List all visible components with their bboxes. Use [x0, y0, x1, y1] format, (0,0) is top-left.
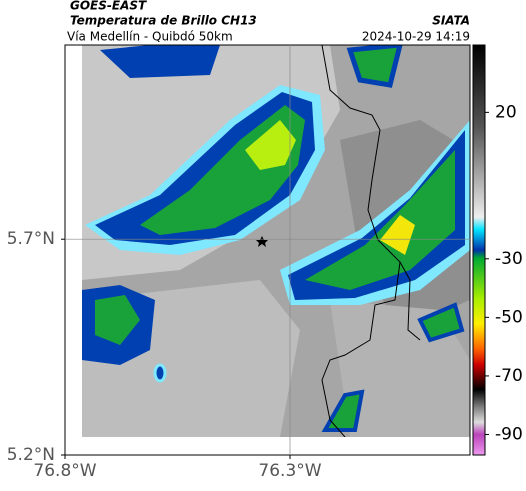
city-marker	[256, 236, 268, 247]
source: SIATA	[432, 14, 470, 28]
lat-tick-label: 5.2°N	[7, 445, 55, 465]
colorbar-tick-label: -90	[495, 425, 523, 445]
subtitle: Temperatura de Brillo CH13	[70, 14, 257, 28]
lat-tick-label: 5.7°N	[7, 229, 55, 249]
title: GOES-EAST	[70, 0, 147, 13]
colorbar-tick-label: -50	[495, 307, 523, 327]
lon-tick-label: 76.8°W	[33, 461, 96, 481]
colorbar	[472, 44, 486, 456]
map-frame	[64, 44, 471, 456]
route: Vía Medellín - Quibdó 50km	[67, 30, 233, 44]
satellite-image	[82, 45, 470, 437]
colorbar-tick-label: 20	[495, 102, 517, 122]
colorbar-tick-label: -30	[495, 249, 523, 269]
datetime: 2024-10-29 14:19	[362, 30, 470, 44]
colorbar-tick-label: -70	[495, 366, 523, 386]
lon-tick-label: 76.3°W	[258, 461, 321, 481]
